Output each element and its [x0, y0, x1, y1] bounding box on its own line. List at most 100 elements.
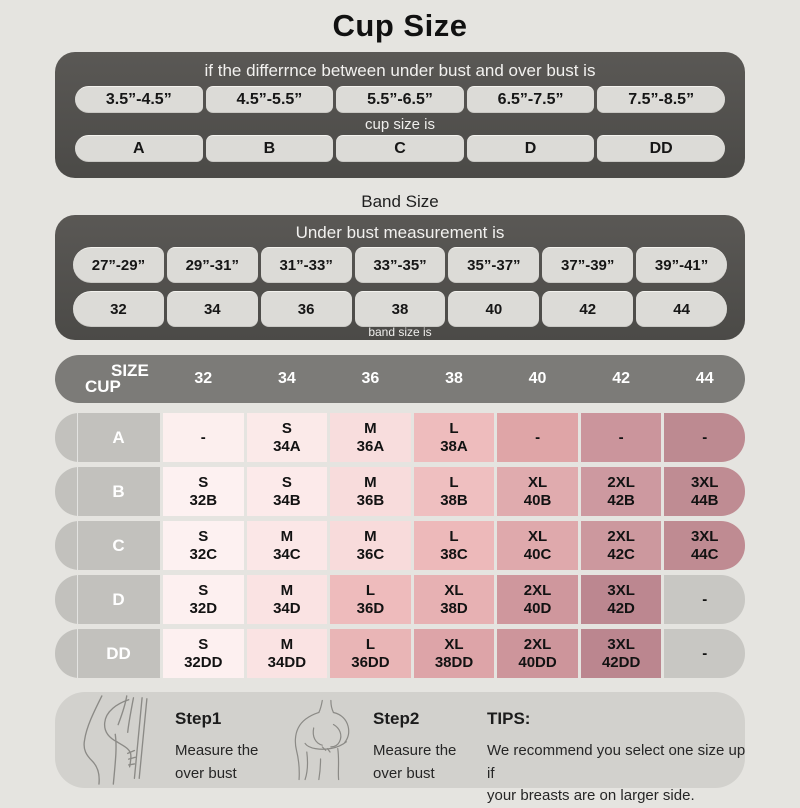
size-column-header: 44	[695, 370, 714, 387]
cup-letter-pill: D	[466, 135, 595, 162]
size-cell: 3XL 44C	[664, 521, 745, 570]
corner-cup-label: CUP	[85, 377, 121, 396]
size-cell: L 38C	[413, 521, 495, 570]
size-table-row-D: D S 32D M 34D L 36D XL 38D 2XL 40D 3XL 42D -	[55, 575, 745, 624]
size-cell: M 36C	[330, 521, 411, 570]
size-cell: L 36D	[330, 575, 411, 624]
cup-size-panel: if the differrnce between under bust and…	[55, 52, 745, 178]
size-cell: 2XL 42B	[580, 467, 662, 516]
size-column-header: 32	[194, 370, 213, 387]
size-table-row-B: B S 32B S 34B M 36B L 38B XL 40B 2XL 42B 3XL 44B	[55, 467, 745, 516]
size-cell: M 34C	[246, 521, 328, 570]
size-table-row-C: C S 32C M 34C M 36C L 38C XL 40C 2XL 42C 3XL 44C	[55, 521, 745, 570]
tips-line2: your breasts are on larger side.	[487, 787, 695, 804]
size-table-header: SIZE CUP 32 34 36 38 40 42 44	[55, 355, 745, 403]
cup-row-label: DD	[55, 629, 160, 678]
size-column-header: 42	[612, 370, 631, 387]
size-cell: XL 40C	[497, 521, 578, 570]
cup-row-label: A	[55, 413, 160, 462]
band-size-is-label: band size is	[368, 325, 432, 339]
step2-block: Step2 Measure the over bust	[373, 709, 456, 785]
size-table-row-DD: DD S 32DD M 34DD L 36DD XL 38DD 2XL 40DD 3XL 42DD -	[55, 629, 745, 678]
size-cell: S 32DD	[163, 629, 244, 678]
band-number-pill: 38	[354, 291, 446, 327]
size-cell: 3XL 42D	[580, 575, 662, 624]
corner-size-label: SIZE	[111, 361, 149, 380]
band-number-row: 32 34 36 38 40 42 44	[73, 291, 728, 327]
size-cell: -	[497, 413, 578, 462]
cup-letter-pill: DD	[597, 135, 725, 162]
band-range-pill: 37”-39”	[542, 247, 634, 283]
size-cell: 2XL 42C	[580, 521, 662, 570]
cup-row-label: B	[55, 467, 160, 516]
size-cell: S 34B	[246, 467, 328, 516]
cup-range-pill: 3.5”-4.5”	[75, 86, 203, 113]
cup-letter-row: A B C D DD	[75, 135, 725, 162]
size-cell: XL 38D	[413, 575, 495, 624]
step2-title: Step2	[373, 709, 420, 728]
size-cell: XL 40B	[497, 467, 578, 516]
size-cell: S 32C	[163, 521, 244, 570]
step1-block: Step1 Measure the over bust	[175, 709, 258, 785]
front-torso-measuring-illustration	[294, 699, 350, 781]
cup-panel-header: if the differrnce between under bust and…	[204, 61, 596, 80]
size-cell: L 38B	[413, 467, 495, 516]
size-column-header: 40	[528, 370, 547, 387]
size-cell: S 32B	[163, 467, 244, 516]
page-title: Cup Size	[332, 8, 468, 43]
step2-desc-line1: Measure the	[373, 742, 457, 759]
size-cell: XL 38DD	[413, 629, 495, 678]
cup-row-label: C	[55, 521, 160, 570]
size-cell: L 38A	[413, 413, 495, 462]
cup-range-pill: 6.5”-7.5”	[466, 86, 595, 113]
band-panel-header: Under bust measurement is	[295, 223, 505, 242]
size-cell: M 34DD	[246, 629, 328, 678]
band-size-title: Band Size	[361, 192, 439, 211]
band-range-pill: 33”-35”	[354, 247, 446, 283]
band-number-pill: 34	[166, 291, 258, 327]
band-number-pill: 44	[636, 291, 728, 327]
cup-letter-pill: B	[205, 135, 334, 162]
size-column-header: 36	[361, 370, 380, 387]
band-range-pill: 31”-33”	[260, 247, 352, 283]
size-cell: M 36A	[330, 413, 411, 462]
size-cell: -	[664, 629, 745, 678]
tips-text: We recommend you select one size up if y…	[487, 740, 749, 808]
tips-line1: We recommend you select one size up if	[487, 742, 746, 782]
step1-title: Step1	[175, 709, 222, 728]
size-table-row-A: A - S 34A M 36A L 38A - - -	[55, 413, 745, 462]
band-number-pill: 32	[73, 291, 164, 327]
band-range-pill: 27”-29”	[73, 247, 164, 283]
size-cell: 3XL 42DD	[580, 629, 662, 678]
cup-letter-pill: C	[336, 135, 464, 162]
band-number-pill: 36	[260, 291, 352, 327]
cup-letter-pill: A	[75, 135, 203, 162]
size-cell: L 36DD	[330, 629, 411, 678]
step1-desc-line2: over bust	[175, 764, 237, 782]
tips-title: TIPS:	[487, 709, 531, 728]
side-torso-measuring-illustration	[83, 695, 148, 785]
size-cell: 3XL 44B	[664, 467, 745, 516]
band-range-row: 27”-29” 29”-31” 31”-33” 33”-35” 35”-37” 37”-3…	[73, 247, 728, 283]
band-range-pill: 29”-31”	[166, 247, 258, 283]
instructions-panel: Step1 Measure the over bust Step2 Measur…	[55, 692, 745, 804]
cup-size-is-label: cup size is	[364, 116, 436, 133]
size-cup-corner-cell: SIZE CUP	[55, 355, 160, 403]
band-number-pill: 42	[542, 291, 634, 327]
size-cell: S 32D	[163, 575, 244, 624]
size-cell: -	[580, 413, 662, 462]
cup-row-label: D	[55, 575, 160, 624]
size-cell: -	[664, 575, 745, 624]
cup-range-pill: 7.5”-8.5”	[597, 86, 725, 113]
size-cell: S 34A	[246, 413, 328, 462]
size-cell: -	[664, 413, 745, 462]
size-column-header: 34	[277, 370, 296, 387]
size-column-header: 38	[445, 370, 463, 387]
cup-range-row: 3.5”-4.5” 4.5”-5.5” 5.5”-6.5” 6.5”-7.5” 7.5”…	[75, 86, 725, 113]
step1-description: Measure the over bust	[175, 740, 258, 785]
step2-description: Measure the over bust	[373, 740, 456, 785]
band-range-pill: 39”-41”	[636, 247, 728, 283]
cup-range-pill: 5.5”-6.5”	[336, 86, 464, 113]
step2-desc-line2: over bust	[373, 764, 435, 782]
band-size-panel: Under bust measurement is 27”-29” 29”-31”…	[55, 215, 745, 340]
